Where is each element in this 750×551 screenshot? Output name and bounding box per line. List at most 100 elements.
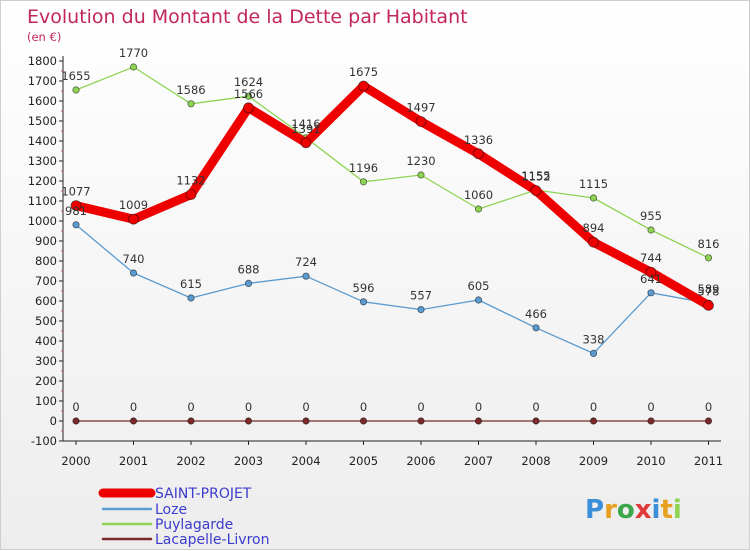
y-tick-label: 1500: [28, 114, 57, 128]
data-point: [474, 205, 483, 213]
data-label: 1155: [521, 169, 550, 183]
data-label: 1060: [464, 188, 493, 202]
data-point: [647, 226, 655, 234]
data-label: 338: [583, 332, 605, 346]
y-tick-label: 800: [35, 254, 57, 268]
data-label: 578: [698, 284, 720, 298]
data-point: [415, 116, 427, 127]
logo-letter: x: [635, 495, 652, 525]
legend-label: SAINT-PROJET: [155, 486, 252, 502]
y-tick-label: 400: [35, 334, 57, 348]
data-point: [129, 269, 138, 277]
logo-letter: o: [617, 495, 635, 525]
data-label: 724: [295, 255, 317, 269]
data-label: 0: [130, 400, 137, 414]
data-point: [359, 298, 368, 306]
logo-letter: i: [673, 495, 682, 525]
data-point: [128, 213, 139, 225]
data-point: [300, 137, 312, 149]
data-point: [244, 92, 253, 100]
data-point: [703, 299, 714, 311]
chart-unit: (en €): [27, 30, 61, 44]
data-point: [359, 178, 368, 186]
data-label: 641: [640, 272, 662, 286]
data-label: 1624: [234, 75, 263, 89]
data-label: 589: [698, 282, 720, 296]
data-label: 1336: [464, 133, 493, 147]
data-point: [72, 221, 80, 229]
data-point: [72, 417, 80, 425]
data-point: [588, 236, 599, 248]
data-label: 1152: [521, 170, 550, 184]
y-tick-label: 1100: [28, 194, 57, 208]
data-label: 0: [532, 400, 539, 414]
data-point: [589, 417, 598, 425]
logo-letter: t: [660, 495, 672, 525]
y-tick-label: 1800: [28, 54, 57, 68]
data-point: [473, 148, 484, 160]
x-tick-label: 2007: [464, 454, 493, 468]
data-point: [187, 294, 195, 302]
data-label: 1416: [291, 117, 320, 131]
data-point: [72, 86, 80, 94]
y-tick-label: 600: [35, 294, 57, 308]
data-label: 1391: [291, 122, 320, 136]
proxiti-logo: Proxiti: [585, 495, 682, 525]
data-point: [589, 349, 598, 357]
data-label: 816: [698, 237, 720, 251]
y-tick-label: 900: [35, 234, 57, 248]
data-point: [417, 417, 425, 425]
legend: SAINT-PROJETLozePuylagardeLacapelle-Livr…: [98, 486, 269, 548]
data-label: 466: [525, 307, 547, 321]
series-line-loze: [75, 224, 710, 355]
data-label: 605: [468, 279, 490, 293]
data-label: 955: [640, 209, 662, 223]
data-label: 1009: [119, 198, 148, 212]
x-tick-label: 2006: [406, 454, 435, 468]
data-point: [187, 100, 195, 108]
legend-label: Lacapelle-Livron: [155, 532, 269, 548]
data-label: 1132: [176, 174, 205, 188]
data-point: [70, 200, 82, 212]
data-label: 596: [353, 281, 375, 295]
data-label: 1566: [234, 87, 263, 101]
x-tick-label: 2004: [291, 454, 320, 468]
data-label: 0: [417, 400, 424, 414]
x-tick-label: 2011: [694, 454, 723, 468]
logo-letter: r: [604, 495, 617, 525]
x-tick-label: 2002: [176, 454, 205, 468]
y-tick-label: 0: [50, 414, 57, 428]
data-point: [474, 296, 483, 304]
data-point: [358, 80, 369, 92]
data-label: 1497: [406, 101, 435, 115]
y-tick-label: 1600: [28, 94, 57, 108]
y-tick-label: 1300: [28, 154, 57, 168]
data-label: 894: [583, 221, 605, 235]
y-tick-label: 1700: [28, 74, 57, 88]
data-point: [187, 417, 195, 425]
data-label: 744: [640, 251, 662, 265]
data-label: 1586: [176, 83, 205, 97]
data-labels: 0 0 0 0 0 0 0 0 0 0 0 0 1655 1770 1586 1624 1416 1196 1230…: [61, 46, 719, 414]
data-label: 557: [410, 289, 432, 303]
y-tick-label: 700: [35, 274, 57, 288]
data-label: 1115: [579, 177, 608, 191]
data-label: 981: [65, 204, 87, 218]
data-label: 1675: [349, 65, 378, 79]
data-label: 740: [123, 252, 145, 266]
data-point: [244, 279, 253, 287]
data-label: 0: [187, 400, 194, 414]
data-point: [129, 417, 138, 425]
data-point: [647, 289, 655, 297]
data-point: [645, 266, 657, 278]
data-label: 688: [238, 262, 260, 276]
data-point: [417, 171, 425, 179]
x-tick-label: 2003: [234, 454, 263, 468]
data-label: 0: [360, 400, 367, 414]
data-label: 615: [180, 277, 202, 291]
series-line-puylagarde: [75, 66, 710, 259]
x-tick-label: 2008: [521, 454, 550, 468]
x-tick-label: 2000: [61, 454, 90, 468]
